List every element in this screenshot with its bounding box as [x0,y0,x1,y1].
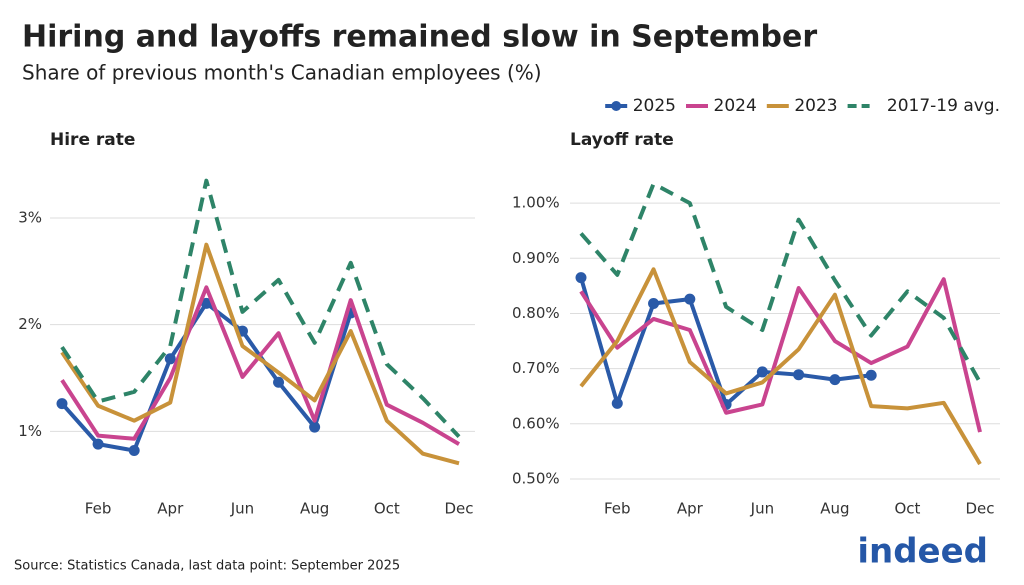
data-point [829,374,841,386]
x-tick-label: Feb [604,500,631,518]
x-tick-label: Dec [444,500,473,518]
x-tick-label: Apr [677,500,704,518]
x-tick-label: Aug [820,500,849,518]
x-tick-label: Oct [374,500,400,518]
data-point [164,353,176,365]
data-point [684,293,696,305]
data-point [865,369,877,381]
x-tick-label: Apr [157,500,184,518]
page-subtitle: Share of previous month's Canadian emplo… [22,61,542,85]
data-point [756,366,768,378]
data-point [575,272,587,284]
x-tick-label: Feb [85,500,112,518]
series-line [60,242,460,466]
page-title: Hiring and layoffs remained slow in Sept… [22,20,817,55]
data-point [92,438,104,450]
series-line [60,178,461,439]
legend-marker [611,101,622,111]
panel-title: Hire rate [50,130,135,150]
data-point [200,297,212,309]
series-line [60,301,353,453]
data-point [128,445,140,457]
y-tick-label: 0.50% [512,469,560,487]
x-tick-label: Jun [750,500,774,518]
data-point [648,298,660,310]
logo: indeed [857,532,988,572]
x-tick-label: Aug [300,500,329,518]
x-tick-label: Jun [230,500,254,518]
data-point [273,376,285,388]
y-tick-label: 1% [18,422,42,440]
data-point [793,369,805,381]
legend-label: 2024 [714,96,757,116]
legend-label: 2017-19 avg. [887,96,1000,116]
y-tick-label: 3% [18,209,42,227]
y-tick-label: 0.60% [512,414,560,432]
legend-label: 2025 [633,96,676,116]
source: Source: Statistics Canada, last data poi… [14,559,400,574]
series-line [60,285,461,446]
data-point [309,421,321,433]
x-tick-label: Dec [965,500,994,518]
series-line [579,277,982,433]
series-line [579,267,982,466]
data-point [56,398,68,410]
y-tick-label: 0.70% [512,359,560,377]
panel-title: Layoff rate [570,130,674,150]
legend-label: 2023 [794,96,837,116]
y-tick-label: 0.90% [512,249,560,267]
y-tick-label: 0.80% [512,304,560,322]
y-tick-label: 1.00% [512,194,560,212]
y-tick-label: 2% [18,315,42,333]
x-tick-label: Oct [894,500,920,518]
data-point [611,397,623,409]
